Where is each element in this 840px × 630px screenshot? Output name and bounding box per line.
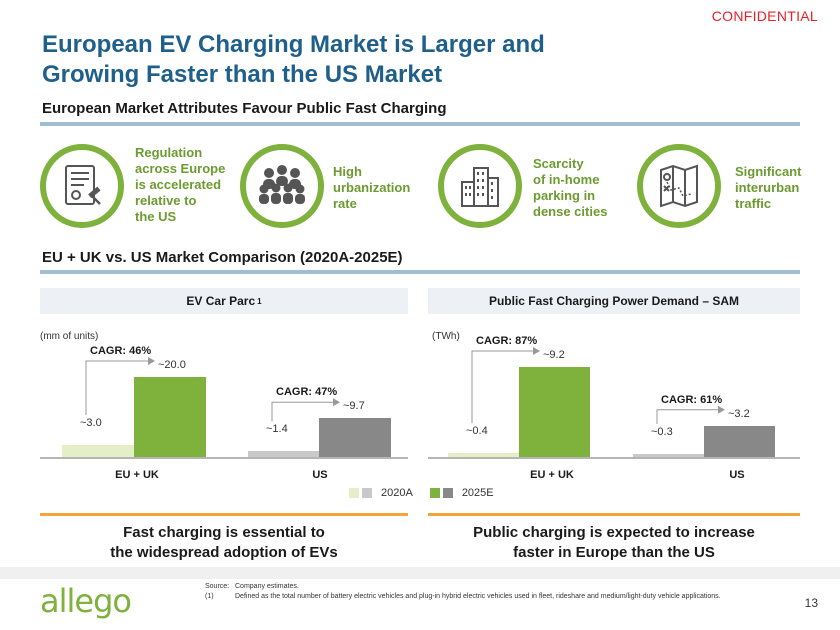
chart-1-cagr-us-arrow <box>271 398 340 422</box>
attribute-4-circle <box>637 144 721 228</box>
chart-2-label-eu-2025e: ~9.2 <box>543 349 565 361</box>
chart-1-bar-us-2020a <box>248 451 320 457</box>
legend-label-2025e: 2025E <box>461 487 494 499</box>
allego-logo: allego <box>40 582 132 620</box>
page-title: European EV Charging Market is Larger an… <box>42 30 662 90</box>
chart-2-bar-us-2020a <box>633 454 704 457</box>
chart-2-cagr-us-arrow <box>656 405 725 424</box>
chart-1-label-us-2020a: ~1.4 <box>266 423 288 436</box>
section-heading-comparison: EU + UK vs. US Market Comparison (2020A-… <box>42 249 403 266</box>
chart-2-label-eu-2020a: ~0.4 <box>466 425 488 438</box>
attribute-1-circle <box>40 144 124 228</box>
chart-2-xlabel-eu: EU + UK <box>530 469 574 481</box>
attribute-3-circle <box>438 144 522 228</box>
chart-1-label-us-2025e: ~9.7 <box>343 400 365 413</box>
confidential-label: CONFIDENTIAL <box>711 8 818 24</box>
section-rule-1 <box>40 122 800 126</box>
chart-1-title: EV Car Parc <box>186 294 256 308</box>
chart-2-cagr-us: CAGR: 61% <box>661 393 723 406</box>
cagr-arrowhead <box>533 347 540 355</box>
footer-band <box>0 567 840 579</box>
cagr-connector-line <box>656 409 718 424</box>
section-heading-attributes: European Market Attributes Favour Public… <box>42 100 447 117</box>
city-buildings-icon <box>461 167 499 207</box>
cagr-connector-line <box>85 360 148 415</box>
chart-2-bar-eu-2025e <box>519 367 590 457</box>
map-icon <box>660 164 698 208</box>
chart-2-cagr-eu-arrow <box>471 347 540 424</box>
chart-2-unit: (TWh) <box>432 331 460 342</box>
chart-1-label-eu-2020a: ~3.0 <box>80 417 102 429</box>
legend-swatch-2020a-green <box>349 488 359 498</box>
attribute-3-text: Scarcity of in-home parking in dense cit… <box>533 156 608 219</box>
chart-1-cagr-us: CAGR: 47% <box>276 386 338 399</box>
chart-2-title: Public Fast Charging Power Demand – SAM <box>488 294 740 308</box>
legend-swatch-2025e-green <box>429 488 440 498</box>
cagr-connector-line <box>471 350 533 424</box>
footnotes: Source: Company estimates. (1) Defined as … <box>205 583 721 600</box>
takeaway-2-rule <box>428 513 800 516</box>
chart-1-bar-us-2025e <box>319 418 391 457</box>
chart-1-cagr-eu: CAGR: 46% <box>90 345 152 357</box>
cagr-arrowhead <box>148 357 155 365</box>
chart-1-label-eu-2025e: ~20.0 <box>158 359 186 371</box>
chart-1-footnote-ref: 1 <box>257 296 262 306</box>
legend-swatch-2025e-gray <box>442 488 453 498</box>
chart-2-x-axis <box>428 457 800 459</box>
takeaway-1: Fast charging is essential to the widesp… <box>110 524 338 561</box>
chart-1-xlabel-eu: EU + UK <box>115 469 159 481</box>
chart-1-x-axis <box>40 457 408 459</box>
chart-2-bar-us-2025e <box>704 425 775 457</box>
chart-1-header: EV Car Parc 1 <box>40 288 408 314</box>
chart-2-label-us-2025e: ~3.2 <box>728 407 750 420</box>
chart-1-bar-eu-2020a <box>62 445 134 457</box>
takeaway-2: Public charging is expected to increase … <box>473 524 755 561</box>
legend: 2020A 2025E <box>349 487 494 499</box>
chart-2-xlabel-us: US <box>729 469 745 481</box>
chart-1-cagr-eu-arrow <box>85 357 155 415</box>
cagr-connector-line <box>271 401 333 422</box>
chart-2-header: Public Fast Charging Power Demand – SAM <box>428 288 800 314</box>
title-line-1: European EV Charging Market is Larger an… <box>42 31 545 58</box>
chart-2-bar-eu-2020a <box>448 453 519 457</box>
chart-2-label-us-2020a: ~0.3 <box>651 426 673 438</box>
title-line-2: Growing Faster than the US Market <box>42 61 443 88</box>
attribute-2-circle <box>240 144 324 228</box>
legend-label-2020a: 2020A <box>381 487 413 499</box>
chart-2-cagr-eu: CAGR: 87% <box>476 335 538 347</box>
chart-1-unit: (mm of units) <box>40 331 99 342</box>
attribute-1-text: Regulation across Europe is accelerated … <box>135 145 226 224</box>
crowd-icon <box>259 165 305 204</box>
document-gavel-icon <box>65 165 101 205</box>
section-rule-2 <box>40 270 800 274</box>
takeaway-1-rule <box>40 513 408 516</box>
attribute-2-text: High urbanization rate <box>333 164 411 211</box>
attribute-4-text: Significant interurban traffic <box>735 164 802 211</box>
chart-1-bar-eu-2025e <box>134 377 206 457</box>
page-number: 13 <box>804 596 818 610</box>
cagr-arrowhead <box>333 398 340 407</box>
legend-swatch-2020a-gray <box>362 488 372 498</box>
chart-1-xlabel-us: US <box>312 469 328 481</box>
cagr-arrowhead <box>718 405 725 414</box>
